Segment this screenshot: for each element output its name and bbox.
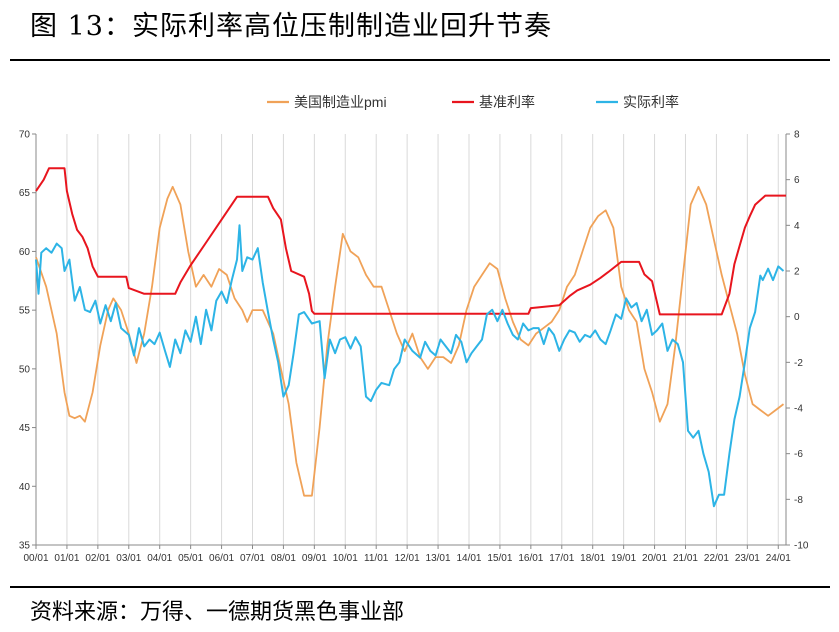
x-tick-label: 01/01: [54, 553, 79, 564]
x-tick-label: 07/01: [240, 553, 265, 564]
x-tick-label: 06/01: [209, 553, 234, 564]
y-left-tick-label: 45: [19, 423, 31, 434]
y-left-tick-label: 60: [19, 247, 31, 258]
y-left-tick-label: 40: [19, 482, 31, 493]
axes: 00/01 01/01 02/01 03/01 04/01 05/01 06/01 07/01…: [19, 130, 809, 565]
y-right-tick-label: 2: [794, 267, 800, 278]
x-tick-label: 22/01: [704, 553, 729, 564]
x-tick-label: 12/01: [395, 553, 420, 564]
y-right-tick-label: 8: [794, 130, 800, 141]
legend-label-3: 实际利率: [623, 94, 679, 110]
y-left-tick-label: 50: [19, 364, 31, 375]
top-rule: [10, 59, 830, 61]
series-line-3: [35, 224, 785, 508]
x-tick-label: 00/01: [23, 553, 48, 564]
legend-label-2: 基准利率: [479, 94, 535, 110]
x-tick-label: 11/01: [364, 553, 389, 564]
y-right-tick-label: -8: [794, 495, 803, 506]
legend-label-1: 美国制造业pmi: [294, 94, 387, 110]
x-tick-label: 05/01: [178, 553, 203, 564]
x-tick-label: 17/01: [549, 553, 574, 564]
vertical-grid: [35, 134, 779, 545]
y-right-tick-label: -10: [794, 541, 809, 552]
x-tick-label: 04/01: [147, 553, 172, 564]
chart-container: 00/01 01/01 02/01 03/01 04/01 05/01 06/01 07/01…: [12, 68, 826, 581]
x-tick-label: 09/01: [302, 553, 327, 564]
x-tick-label: 21/01: [673, 553, 698, 564]
y-left-tick-label: 35: [19, 541, 31, 552]
series-line-1: [35, 185, 785, 497]
x-tick-label: 15/01: [487, 553, 512, 564]
line-chart: 00/01 01/01 02/01 03/01 04/01 05/01 06/01 07/01…: [19, 94, 809, 565]
x-tick-label: 18/01: [580, 553, 605, 564]
x-tick-label: 03/01: [116, 553, 141, 564]
y-right-tick-label: 4: [794, 221, 800, 232]
x-tick-label: 24/01: [766, 553, 791, 564]
x-tick-label: 16/01: [518, 553, 543, 564]
figure-title: 图 13：实际利率高位压制制造业回升节奏: [30, 11, 552, 42]
y-right-tick-label: -4: [794, 404, 803, 415]
x-tick-label: 13/01: [426, 553, 451, 564]
bottom-rule: [10, 586, 830, 588]
y-left-tick-label: 65: [19, 188, 31, 199]
y-right-tick-label: -6: [794, 449, 803, 460]
y-left-tick-label: 55: [19, 306, 31, 317]
x-tick-label: 02/01: [85, 553, 110, 564]
y-right-tick-label: -2: [794, 358, 803, 369]
legend: 美国制造业pmi 基准利率 实际利率: [267, 94, 679, 110]
series-layer: [35, 167, 786, 508]
source-note: 资料来源：万得、一德期货黑色事业部: [30, 600, 405, 625]
x-tick-label: 08/01: [271, 553, 296, 564]
series-line-2: [35, 167, 786, 316]
x-tick-label: 14/01: [456, 553, 481, 564]
x-tick-label: 19/01: [611, 553, 636, 564]
x-tick-label: 20/01: [642, 553, 667, 564]
y-left-tick-label: 70: [19, 130, 31, 141]
x-tick-label: 10/01: [333, 553, 358, 564]
y-right-tick-label: 6: [794, 175, 800, 186]
x-tick-label: 23/01: [735, 553, 760, 564]
y-right-tick-label: 0: [794, 312, 800, 323]
